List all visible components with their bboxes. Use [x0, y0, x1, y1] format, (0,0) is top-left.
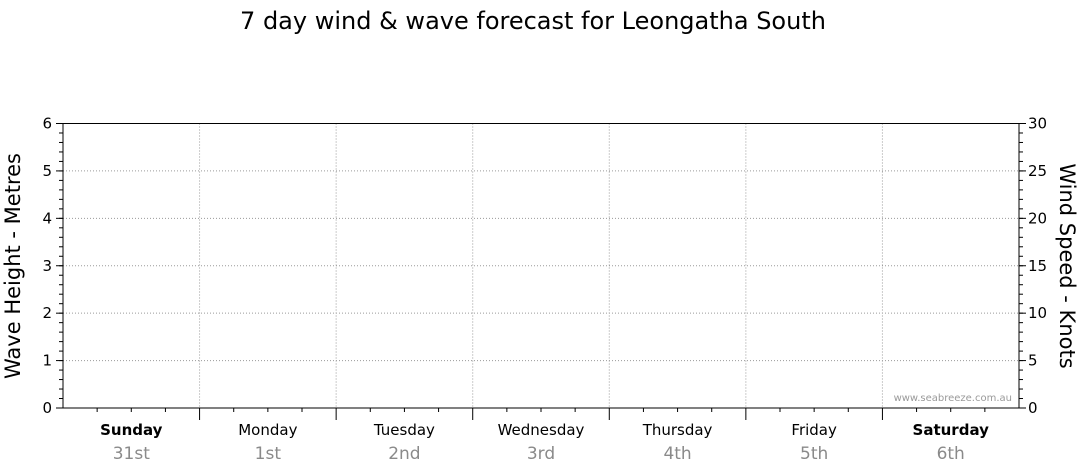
day-date-label: 3rd — [527, 444, 555, 464]
right-tick-label: 10 — [1028, 304, 1047, 322]
right-tick-label: 5 — [1028, 352, 1038, 370]
day-date-label: 6th — [937, 444, 965, 464]
day-date-label: 1st — [255, 444, 282, 464]
day-name-label: Monday — [238, 421, 297, 439]
left-tick-label: 1 — [42, 352, 52, 370]
day-date-label: 4th — [663, 444, 691, 464]
day-name-label: Friday — [791, 421, 837, 439]
day-labels: Sunday 31st Monday 1st Tuesday 2nd Wednesday 3r… — [100, 421, 989, 464]
axes: 0 1 2 3 4 5 6 0 5 10 15 20 25 30 — [42, 115, 1047, 420]
day-name-label: Saturday — [913, 421, 990, 439]
day-name-label: Sunday — [100, 421, 163, 439]
left-tick-label: 4 — [42, 209, 52, 227]
day-date-label: 2nd — [388, 444, 420, 464]
grid — [63, 123, 1019, 408]
day-name-label: Wednesday — [498, 421, 585, 439]
right-tick-label: 0 — [1028, 399, 1038, 417]
right-tick-label: 30 — [1028, 115, 1047, 133]
day-name-label: Thursday — [642, 421, 713, 439]
right-tick-label: 15 — [1028, 257, 1047, 275]
day-date-label: 31st — [113, 444, 150, 464]
left-tick-label: 6 — [42, 115, 52, 133]
right-tick-label: 25 — [1028, 162, 1047, 180]
day-date-label: 5th — [800, 444, 828, 464]
left-tick-label: 5 — [42, 162, 52, 180]
day-name-label: Tuesday — [373, 421, 435, 439]
left-tick-label: 3 — [42, 257, 52, 275]
right-tick-label: 20 — [1028, 209, 1047, 227]
right-axis-label: Wind Speed - Knots — [1055, 163, 1079, 368]
left-tick-label: 0 — [42, 399, 52, 417]
left-tick-label: 2 — [42, 304, 52, 322]
watermark: www.seabreeze.com.au — [894, 393, 1012, 404]
left-axis-label: Wave Height - Metres — [1, 153, 25, 379]
chart-title: 7 day wind & wave forecast for Leongatha… — [240, 7, 826, 35]
